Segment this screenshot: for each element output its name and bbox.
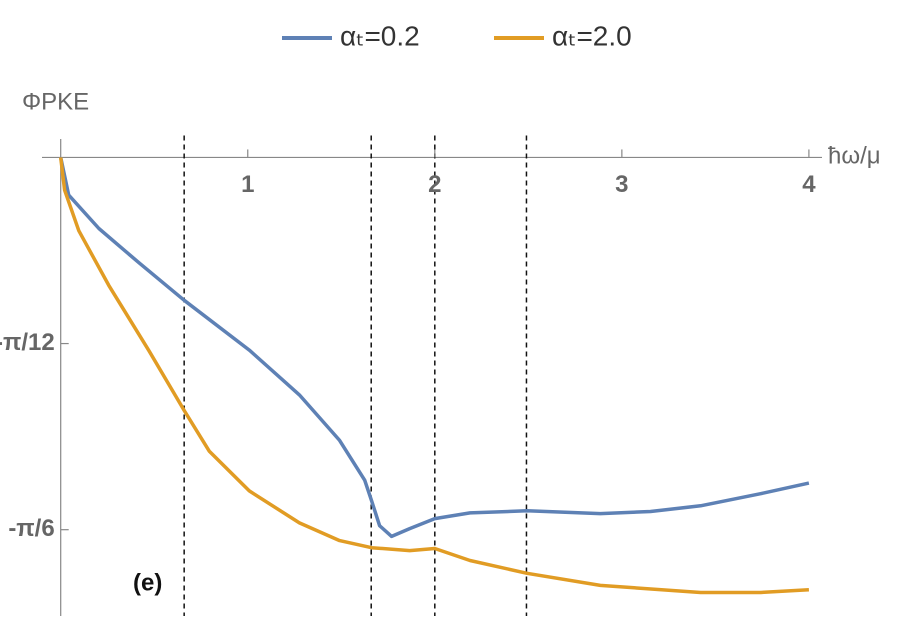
x-tick-label: 1 [241,171,254,198]
legend-label: αₜ=2.0 [552,20,632,51]
x-axis-label: ħω/μ [828,142,881,169]
line-series [58,157,810,539]
x-tick-label: 2 [428,171,441,198]
annotation: (e) [133,569,162,596]
y-tick-label: -π/12 [0,329,55,356]
line-series [58,157,810,595]
x-tick-label: 4 [802,171,816,198]
y-tick-label: -π/6 [8,515,54,542]
legend-label: αₜ=0.2 [340,20,420,51]
y-axis-label: ΦPKE [22,88,89,115]
x-tick-label: 3 [615,171,628,198]
